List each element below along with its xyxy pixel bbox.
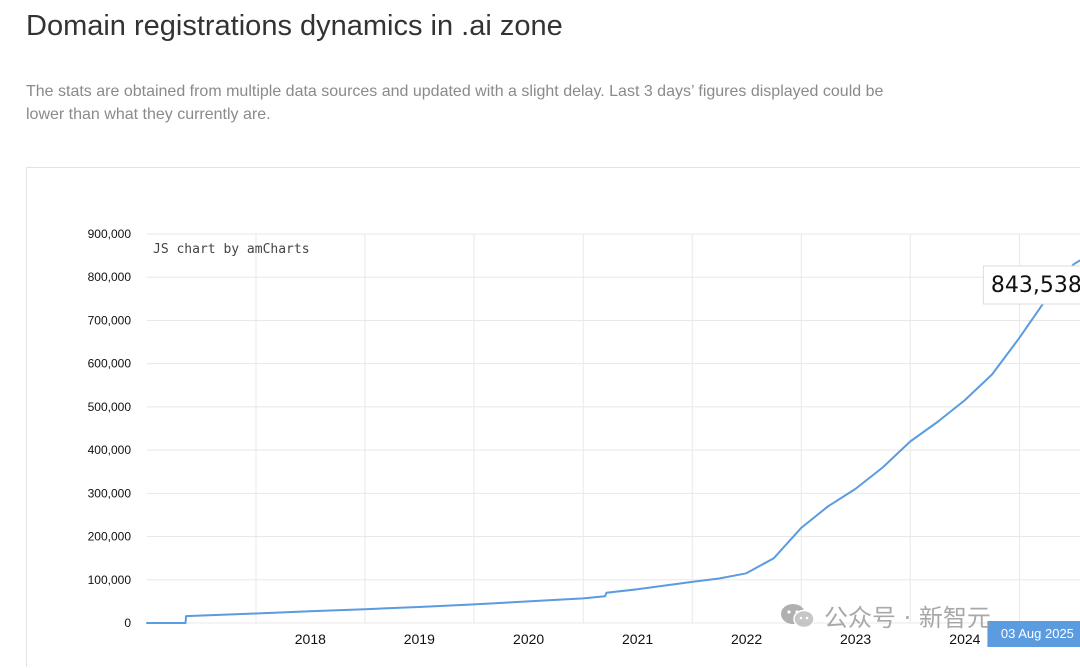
y-tick-label: 700,000 <box>88 313 132 327</box>
y-tick-label: 500,000 <box>88 400 132 414</box>
tooltip-box <box>982 265 1080 305</box>
cursor-date-text: 03 Aug 2025 <box>1001 626 1074 641</box>
y-tick-label: 600,000 <box>88 357 132 371</box>
chart-axes: 0 100,000 200,000 300,000 400,000 500,000 600,… <box>88 227 1080 647</box>
x-tick-label: 2023 <box>840 631 871 647</box>
tooltip-value: 843,538 <box>991 273 1080 298</box>
cursor-date-label: 03 Aug 2025 <box>987 621 1080 647</box>
y-tick-label: 100,000 <box>88 573 132 587</box>
x-tick-label: 2021 <box>622 631 653 647</box>
x-tick-label: 2020 <box>513 631 544 647</box>
wechat-icon <box>780 602 816 630</box>
page-description: The stats are obtained from multiple dat… <box>26 83 884 123</box>
x-tick-label: 2022 <box>731 631 762 647</box>
x-tick-label: 2024 <box>949 631 980 647</box>
page-title: Domain registrations dynamics in .ai zon… <box>26 10 563 42</box>
y-tick-label: 400,000 <box>88 443 132 457</box>
value-tooltip: 843,538 <box>982 265 1080 305</box>
cursor-date-box <box>987 621 1080 647</box>
y-tick-label: 900,000 <box>88 227 132 241</box>
chart-series <box>146 259 1080 624</box>
x-tick-label: 2018 <box>295 631 326 647</box>
registrations-line-chart[interactable]: 0 100,000 200,000 300,000 400,000 500,000 600,… <box>27 168 1080 668</box>
series-line-registrations <box>146 259 1080 624</box>
y-tick-label: 200,000 <box>88 530 132 544</box>
chart-cursor: 843,538 03 Aug 2025 <box>982 265 1080 647</box>
x-tick-label: 2019 <box>404 631 435 647</box>
y-tick-label: 800,000 <box>88 270 132 284</box>
watermark-text: 公众号 · 新智元 <box>824 604 991 632</box>
chart-grid <box>147 233 1080 624</box>
chart-credit[interactable]: JS chart by amCharts <box>153 242 310 257</box>
y-tick-label: 0 <box>124 616 131 630</box>
watermark: 公众号 · 新智元 <box>780 598 991 633</box>
chart-panel[interactable]: 0 100,000 200,000 300,000 400,000 500,000 600,… <box>26 167 1080 667</box>
y-tick-label: 300,000 <box>88 486 132 500</box>
